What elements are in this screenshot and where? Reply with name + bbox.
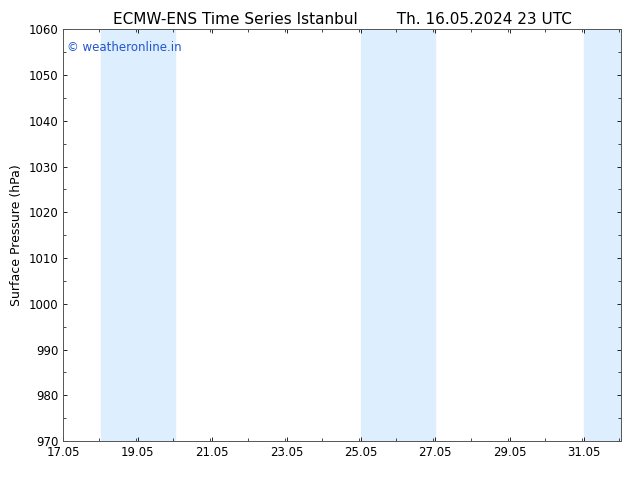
Bar bbox=[101, 29, 175, 441]
Bar bbox=[584, 29, 621, 441]
Bar bbox=[361, 29, 436, 441]
Y-axis label: Surface Pressure (hPa): Surface Pressure (hPa) bbox=[10, 164, 23, 306]
Text: © weatheronline.in: © weatheronline.in bbox=[67, 41, 182, 54]
Title: ECMW-ENS Time Series Istanbul        Th. 16.05.2024 23 UTC: ECMW-ENS Time Series Istanbul Th. 16.05.… bbox=[113, 12, 572, 27]
